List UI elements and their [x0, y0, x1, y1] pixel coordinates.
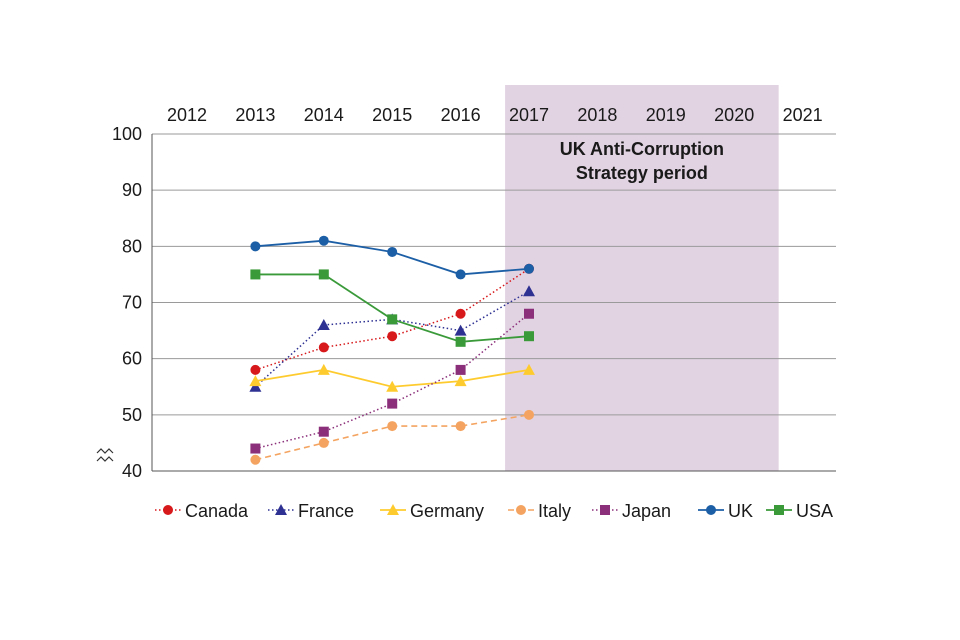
legend-item-italy: Italy [508, 501, 571, 521]
legend-group: Canada France Germany Italy Japan UK USA [155, 501, 833, 521]
x-tick-label: 2015 [372, 105, 412, 125]
legend-label: Japan [622, 501, 671, 521]
data-point [387, 246, 398, 257]
y-tick-label: 60 [122, 349, 142, 369]
legend-marker [387, 504, 399, 515]
data-point [249, 375, 262, 387]
data-point [454, 324, 467, 336]
legend-item-japan: Japan [592, 501, 671, 521]
data-point [524, 263, 534, 274]
y-tick-label: 70 [122, 293, 142, 313]
legend-marker [516, 505, 526, 515]
x-tick-label: 2019 [646, 105, 686, 125]
axis-break-mark [96, 456, 114, 462]
y-tick-label: 90 [122, 180, 142, 200]
legend-label: Canada [185, 501, 249, 521]
strategy-period-label-line: Strategy period [576, 163, 708, 183]
legend-marker [275, 504, 287, 515]
data-point [250, 364, 261, 375]
data-point [250, 443, 261, 454]
series-italy [250, 409, 534, 465]
legend-label: France [298, 501, 354, 521]
y-tick-label: 40 [122, 461, 142, 481]
data-point [318, 269, 329, 280]
data-point [455, 336, 466, 347]
data-point [454, 375, 467, 387]
data-point [523, 363, 535, 375]
x-tick-label: 2013 [235, 105, 275, 125]
legend-label: Italy [538, 501, 571, 521]
data-point [387, 314, 398, 325]
legend-label: Germany [410, 501, 484, 521]
series-germany [249, 363, 535, 392]
y-tick-label: 80 [122, 236, 142, 256]
x-tick-label: 2021 [783, 105, 823, 125]
data-point [455, 269, 466, 280]
y-tick-label: 100 [112, 124, 142, 144]
series-uk [250, 235, 534, 280]
x-tick-label: 2016 [441, 105, 481, 125]
x-tick-label: 2014 [304, 105, 344, 125]
axis-break-mark [96, 448, 114, 454]
data-point [317, 363, 330, 375]
data-point [318, 342, 329, 353]
data-point [386, 380, 399, 392]
data-point [250, 241, 261, 252]
data-point [523, 285, 535, 297]
legend-marker [774, 505, 784, 515]
data-point [524, 409, 534, 420]
legend-label: USA [796, 501, 833, 521]
legend-label: UK [728, 501, 753, 521]
strategy-period-label-line: UK Anti-Corruption [560, 139, 724, 159]
legend-marker [600, 505, 610, 515]
legend-marker [706, 505, 716, 515]
data-point [455, 364, 466, 375]
series-japan [250, 308, 534, 454]
x-tick-label: 2020 [714, 105, 754, 125]
data-point [317, 318, 330, 330]
y-tick-label: 50 [122, 405, 142, 425]
data-point [387, 331, 398, 342]
data-point [249, 380, 262, 392]
legend-item-germany: Germany [380, 501, 484, 521]
shaded-region-group: UK Anti-Corruption Strategy period [505, 85, 779, 471]
data-point [318, 426, 329, 437]
series-usa [250, 269, 534, 347]
data-point [250, 269, 261, 280]
data-point [455, 308, 466, 319]
data-point [455, 421, 466, 432]
data-point [250, 454, 261, 465]
legend-item-canada: Canada [155, 501, 249, 521]
legend-item-uk: UK [698, 501, 753, 521]
legend-marker [163, 505, 173, 515]
x-tick-label: 2018 [577, 105, 617, 125]
legend-item-usa: USA [766, 501, 833, 521]
data-point [524, 308, 534, 319]
data-point [318, 235, 329, 246]
series-group [249, 235, 535, 465]
data-point [318, 437, 329, 448]
x-tick-label: 2012 [167, 105, 207, 125]
axes-group: 40 50 60 70 80 90 100 2012 2013 2014 2015 2016 2017 2… [96, 105, 836, 481]
data-point [387, 421, 398, 432]
x-tick-label: 2017 [509, 105, 549, 125]
series-line [255, 239, 530, 276]
legend-item-france: France [268, 501, 354, 521]
strategy-period-shade [505, 85, 779, 471]
data-point [524, 331, 534, 342]
data-point [387, 398, 398, 409]
